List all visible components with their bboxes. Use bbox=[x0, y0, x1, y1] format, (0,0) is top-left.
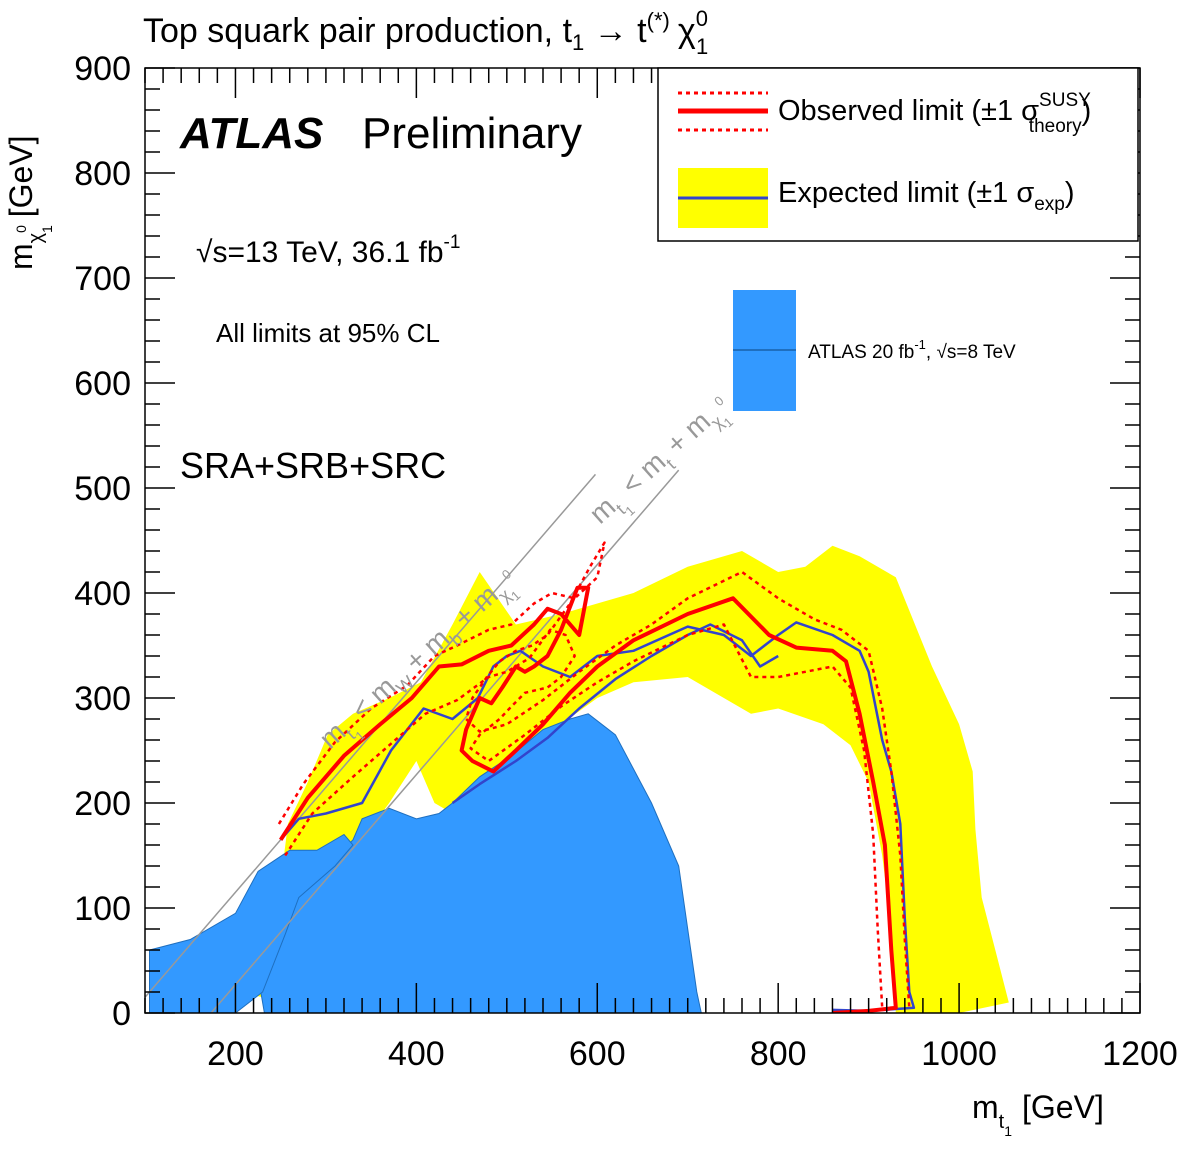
legend-expected-close: ) bbox=[1065, 177, 1075, 209]
axes: 200 400 600 800 1000 1200 0 100 200 300 400 500 600 7… bbox=[74, 50, 1178, 1073]
y-tick-label: 0 bbox=[112, 995, 131, 1033]
legend-prior-label: ATLAS 20 fb-1, √s=8 TeV bbox=[808, 337, 1016, 363]
legend-observed-sub: theory bbox=[1029, 116, 1082, 137]
mwb-label-chi-sup: 0 bbox=[499, 566, 514, 582]
legend-observed-close: ) bbox=[1082, 95, 1092, 127]
legend-expected-label: Expected limit (±1 σexp) bbox=[778, 177, 1075, 215]
series-region-0 bbox=[240, 545, 1009, 1013]
legend-prior-suffix: , √s=8 TeV bbox=[926, 342, 1016, 363]
legend-observed-swatch bbox=[678, 91, 768, 132]
preliminary-label: Preliminary bbox=[362, 109, 582, 158]
title-chi: χ bbox=[678, 12, 696, 50]
x-tick-label: 400 bbox=[388, 1035, 445, 1073]
cl-label: All limits at 95% CL bbox=[216, 318, 440, 348]
series-line-5 bbox=[277, 541, 911, 1008]
title-stop: t bbox=[563, 12, 573, 50]
x-tick-label: 200 bbox=[207, 1035, 264, 1073]
mt-label-chi-sup: 0 bbox=[711, 393, 726, 409]
chart-title: Top squark pair production, t1 → t(*) χ0 1 bbox=[143, 6, 708, 59]
series-region-7 bbox=[149, 833, 354, 1013]
legend-observed-sup: SUSY bbox=[1039, 90, 1091, 111]
x-label-subsub: 1 bbox=[1004, 1123, 1012, 1139]
y-tick-label: 100 bbox=[74, 890, 131, 928]
title-stop-sub: 1 bbox=[572, 30, 584, 55]
title-prefix: Top squark pair production, bbox=[143, 12, 563, 50]
x-label-sub: t bbox=[999, 1111, 1005, 1133]
y-tick-label: 500 bbox=[74, 470, 131, 508]
title-arrow: → t bbox=[584, 12, 647, 50]
x-tick-label: 600 bbox=[569, 1035, 626, 1073]
legend-expected-sub: exp bbox=[1034, 194, 1065, 215]
y-label-unit: [GeV] bbox=[3, 135, 39, 217]
mt-line-label: mt1 < mt + mχ10 bbox=[583, 389, 741, 537]
y-tick-label: 400 bbox=[74, 575, 131, 613]
series-line-4 bbox=[284, 623, 884, 1008]
y-tick-label: 200 bbox=[74, 785, 131, 823]
y-tick-label: 900 bbox=[74, 50, 131, 88]
y-tick-label: 600 bbox=[74, 365, 131, 403]
y-tick-label: 300 bbox=[74, 680, 131, 718]
plot-frame bbox=[144, 67, 1141, 1014]
plot-area bbox=[145, 469, 1009, 1013]
y-tick-label: 700 bbox=[74, 260, 131, 298]
energy-label: √s=13 TeV, 36.1 fb-1 bbox=[196, 232, 460, 269]
regions-label: SRA+SRB+SRC bbox=[180, 445, 446, 486]
mt-line-label-group: mt1 < mt + mχ10 bbox=[583, 389, 741, 537]
x-label-unit: [GeV] bbox=[1022, 1089, 1104, 1125]
energy-sup: -1 bbox=[444, 232, 461, 253]
legend-observed-label: Observed limit (±1 σSUSY theory) bbox=[778, 90, 1091, 137]
mt-line bbox=[210, 469, 680, 1013]
x-tick-label: 1000 bbox=[921, 1035, 997, 1073]
y-axis-label: mχ0 1[GeV] bbox=[3, 135, 55, 270]
x-tick-label: 1200 bbox=[1102, 1035, 1178, 1073]
plot-content bbox=[145, 469, 1009, 1013]
x-tick-label: 800 bbox=[750, 1035, 807, 1073]
series-line-3 bbox=[279, 585, 898, 1013]
y-axis-label-group: mχ0 1[GeV] bbox=[3, 135, 55, 270]
y-label-subsup: 0 bbox=[13, 225, 29, 233]
series-line-2 bbox=[451, 623, 779, 805]
y-label-sub: χ bbox=[25, 232, 47, 243]
title-tstar: (*) bbox=[647, 8, 670, 33]
y-tick-label: 800 bbox=[74, 155, 131, 193]
y-label-subsub: 1 bbox=[39, 225, 55, 233]
mwb-line bbox=[145, 473, 597, 999]
title-chi-sup: 0 bbox=[696, 6, 708, 31]
x-axis-label: mt1[GeV] bbox=[972, 1089, 1104, 1139]
mt-label-rest: < m bbox=[610, 446, 672, 506]
series-line-1 bbox=[279, 621, 916, 1013]
legend-prior-sup: -1 bbox=[914, 337, 926, 352]
atlas-label: ATLAS bbox=[179, 109, 323, 158]
title-chi-sub: 1 bbox=[696, 34, 708, 59]
